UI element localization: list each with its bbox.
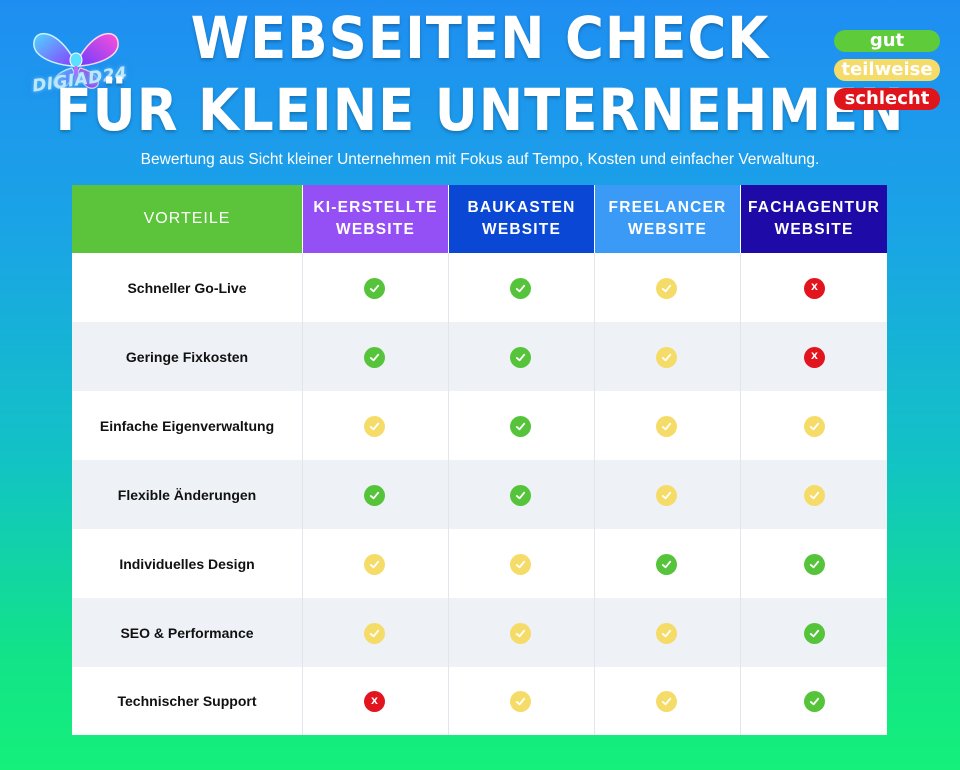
header-ai-website: KI-ERSTELLTE WEBSITE <box>303 185 448 253</box>
check-icon <box>510 277 531 299</box>
partial-icon <box>364 622 385 644</box>
partial-icon <box>656 415 677 437</box>
legend-partial: teilweise <box>834 59 940 81</box>
row-label: Einfache Eigenverwaltung <box>99 417 275 434</box>
header-ai-line2: WEBSITE <box>335 221 415 238</box>
header-freelancer-website: FREELANCER WEBSITE <box>595 185 740 253</box>
partial-icon <box>510 622 531 644</box>
header-freelancer-line2: WEBSITE <box>627 221 707 238</box>
row-label: Geringe Fixkosten <box>125 348 249 365</box>
check-icon <box>510 484 531 506</box>
header-ai-line1: KI-ERSTELLTE <box>313 199 438 216</box>
table-row: Schneller Go-Live X <box>72 253 887 322</box>
table-row: Einfache Eigenverwaltung <box>72 391 887 460</box>
header-freelancer-line1: FREELANCER <box>608 199 727 216</box>
partial-icon <box>510 553 531 575</box>
header-agency-website: FACHAGENTUR WEBSITE <box>741 185 887 253</box>
legend-bad: schlecht <box>834 88 940 110</box>
partial-icon <box>656 622 677 644</box>
legend: gut teilweise schlecht <box>834 30 940 117</box>
partial-icon <box>364 415 385 437</box>
legend-good: gut <box>834 30 940 52</box>
header-agency-line1: FACHAGENTUR <box>747 199 881 216</box>
check-icon <box>804 622 825 644</box>
row-label: Flexible Änderungen <box>117 486 257 503</box>
row-label: Individuelles Design <box>119 555 255 572</box>
row-label: Schneller Go-Live <box>127 279 247 296</box>
partial-icon <box>656 484 677 506</box>
cross-icon: X <box>804 277 825 299</box>
header-builder-line1: BAUKASTEN <box>467 199 576 216</box>
partial-icon <box>656 346 677 368</box>
cross-icon: X <box>804 346 825 368</box>
comparison-table: VORTEILE KI-ERSTELLTE WEBSITE BAUKASTEN WE… <box>72 185 887 735</box>
column-divider <box>740 253 741 735</box>
table-row: Geringe Fixkosten X <box>72 322 887 391</box>
cross-icon: X <box>364 691 385 712</box>
check-icon <box>364 346 385 368</box>
header-agency-line2: WEBSITE <box>774 221 854 238</box>
table-row: Flexible Änderungen <box>72 460 887 529</box>
table-row: Individuelles Design <box>72 529 887 598</box>
page-title-line-2: FÜR KLEINE UNTERNEHMEN <box>55 76 905 145</box>
column-divider <box>448 253 449 735</box>
table-row: Technischer Support X <box>72 667 887 735</box>
check-icon <box>364 277 385 299</box>
check-icon <box>804 553 825 575</box>
check-icon <box>804 691 825 712</box>
header-builder-line2: WEBSITE <box>481 221 561 238</box>
check-icon <box>510 415 531 437</box>
header-advantages: VORTEILE <box>72 185 302 253</box>
row-label: SEO & Performance <box>120 624 254 641</box>
check-icon <box>364 484 385 506</box>
table-row: SEO & Performance <box>72 598 887 667</box>
check-icon <box>656 553 677 575</box>
partial-icon <box>804 484 825 506</box>
column-divider <box>302 253 303 735</box>
partial-icon <box>364 553 385 575</box>
partial-icon <box>804 415 825 437</box>
check-icon <box>510 346 531 368</box>
partial-icon <box>656 691 677 712</box>
page-title-line-1: WEBSEITEN CHECK <box>190 4 770 73</box>
row-label: Technischer Support <box>117 693 257 709</box>
page-subtitle: Bewertung aus Sicht kleiner Unternehmen … <box>140 151 820 168</box>
partial-icon <box>510 691 531 712</box>
partial-icon <box>656 277 677 299</box>
header-builder-website: BAUKASTEN WEBSITE <box>449 185 594 253</box>
column-divider <box>594 253 595 735</box>
butterfly-logo-icon <box>33 33 119 89</box>
